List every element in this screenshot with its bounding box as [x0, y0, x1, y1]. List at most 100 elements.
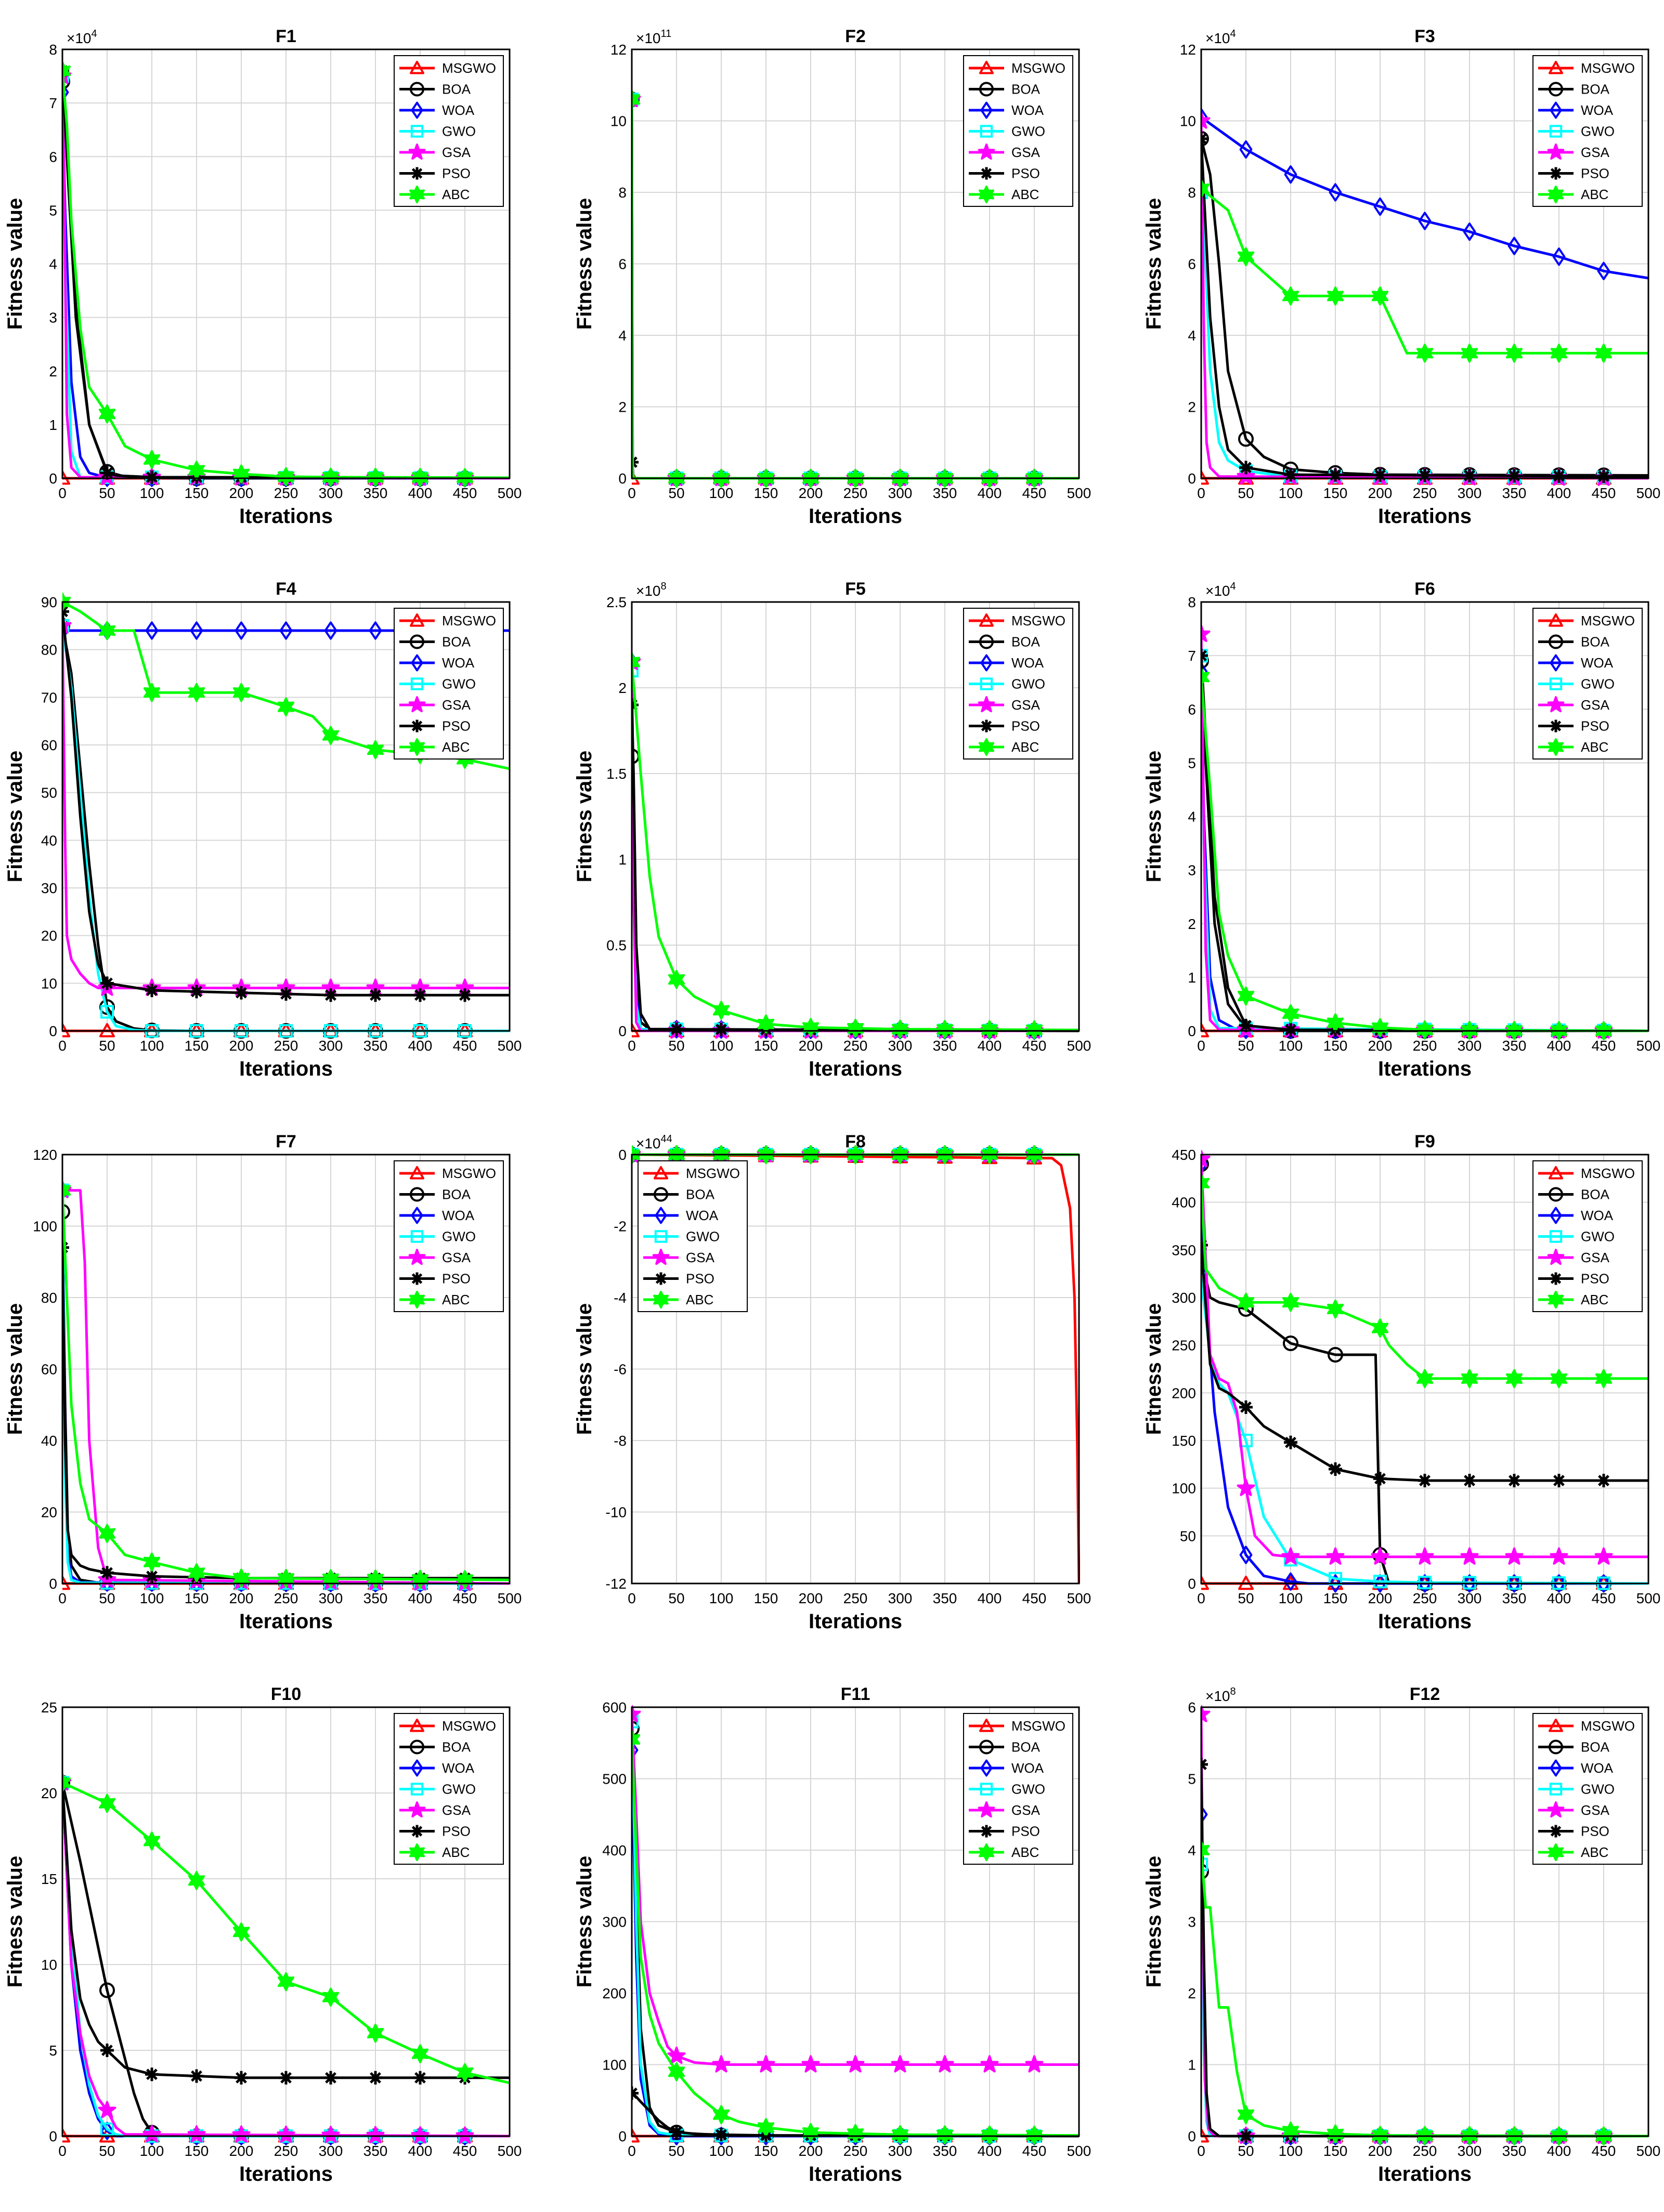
x-tick-label: 450: [453, 1038, 477, 1054]
y-tick-label: 300: [602, 1914, 627, 1930]
data-point-boa: [632, 1721, 640, 1737]
data-point-abc: [632, 90, 641, 109]
data-point-abc: [802, 2123, 820, 2142]
legend: MSGWO BOA WOA GWO GSA PSO ABC: [638, 1160, 748, 1312]
data-point-abc: [62, 1773, 71, 1792]
x-tick-label: 350: [363, 2143, 388, 2159]
data-point-woa: [369, 621, 382, 640]
data-point-abc: [367, 1569, 384, 1589]
x-tick-label: 100: [140, 2143, 164, 2159]
x-tick-label: 150: [1323, 2143, 1348, 2159]
y-tick-label: 0: [49, 1023, 57, 1039]
data-point-abc: [1282, 1004, 1299, 1024]
legend-label-woa: WOA: [1581, 102, 1614, 118]
data-point-woa: [1239, 1546, 1253, 1564]
data-point-pso: [190, 2069, 203, 2083]
y-tick-label: 90: [41, 594, 57, 610]
x-tick-label: 350: [1502, 2143, 1527, 2159]
legend-marker-pso: [655, 1272, 667, 1285]
y-tick-label: 0: [618, 2128, 627, 2144]
x-tick-label: 300: [1458, 2143, 1482, 2159]
y-exponent-label: ×1044: [636, 1133, 672, 1151]
data-point-boa: [1283, 1336, 1298, 1351]
x-tick-label: 50: [99, 2143, 115, 2159]
exponent-base: ×10: [636, 30, 661, 46]
y-tick-label: 12: [610, 42, 627, 58]
chart-title: F5: [845, 579, 866, 599]
legend-label-woa: WOA: [1011, 102, 1044, 118]
data-point-pso: [279, 2071, 293, 2085]
legend-marker-woa: [411, 1759, 423, 1777]
y-tick-label: 8: [1188, 185, 1196, 201]
y-tick-label: 2: [618, 680, 627, 696]
legend-marker-msgwo: [410, 1166, 424, 1180]
legend-label-woa: WOA: [1581, 655, 1614, 671]
legend-label-gwo: GWO: [442, 1229, 476, 1245]
series-line-pso: [632, 2092, 1080, 2138]
data-point-pso: [324, 988, 337, 1002]
legend-marker-gwo: [410, 677, 424, 690]
legend-label-woa: WOA: [1011, 1760, 1044, 1776]
data-point-abc: [1237, 1292, 1255, 1312]
x-tick-label: 500: [1067, 485, 1091, 501]
y-tick-label: 20: [41, 1785, 57, 1801]
chart-title: F3: [1414, 27, 1435, 46]
data-point-pso: [235, 2071, 248, 2085]
x-tick-label: 250: [843, 1590, 868, 1606]
y-tick-label: 4: [49, 256, 57, 272]
y-tick-label: 15: [41, 1871, 57, 1887]
data-point-woa: [1329, 183, 1342, 202]
chart-title: F11: [841, 1684, 870, 1704]
plot-frame: [61, 48, 511, 479]
legend-label-woa: WOA: [442, 102, 475, 118]
data-point-woa: [235, 621, 248, 640]
legend-marker-gwo: [410, 1783, 424, 1796]
data-point-abc: [1416, 344, 1434, 363]
legend-label-msgwo: MSGWO: [442, 613, 496, 629]
x-tick-label: 250: [274, 485, 298, 501]
data-point-abc: [456, 2063, 474, 2083]
chart-panel-f6: F6 0 50 100 150 200 250 300 350 400 450 500 0 1 2 3 4 5 6 7…: [1142, 579, 1660, 1080]
y-tick-label: 3: [1188, 862, 1196, 879]
chart-panel-f12: F12 0 50 100 150 200 250 300 350 400 450 500 0 1 2 3 4 5 6…: [1142, 1684, 1660, 2185]
legend-marker-msgwo: [410, 613, 424, 627]
data-point-abc: [1371, 1018, 1389, 1038]
series-abc: [62, 1181, 510, 1589]
data-point-abc: [712, 2105, 730, 2124]
data-point-woa: [279, 621, 293, 640]
data-point-boa: [62, 1204, 70, 1220]
y-tick-label: 100: [1172, 1481, 1196, 1497]
legend-marker-woa: [980, 101, 993, 119]
legend-label-msgwo: MSGWO: [1581, 1166, 1635, 1181]
data-point-pso: [413, 2071, 427, 2085]
legend-marker-gsa: [1547, 143, 1565, 160]
data-point-gsa: [1281, 1547, 1300, 1565]
x-tick-label: 350: [1502, 1038, 1527, 1054]
x-tick-label: 0: [628, 1038, 636, 1054]
legend-label-woa: WOA: [442, 1760, 475, 1776]
legend-label-gsa: GSA: [1581, 1250, 1610, 1265]
legend-marker-abc: [1548, 1291, 1564, 1308]
x-tick-label: 150: [185, 485, 209, 501]
plot-frame: [631, 601, 1080, 1032]
data-point-pso: [1329, 468, 1342, 482]
data-point-gsa: [980, 2055, 999, 2073]
data-point-abc: [1505, 344, 1523, 363]
y-tick-label: 150: [1172, 1433, 1196, 1449]
y-exponent-label: ×108: [1205, 1686, 1236, 1704]
y-tick-label: 1: [618, 852, 627, 868]
legend-marker-gwo: [654, 1230, 668, 1243]
legend-label-pso: PSO: [442, 1271, 471, 1287]
data-point-abc: [847, 2124, 864, 2143]
legend-marker-abc: [409, 1291, 425, 1308]
data-point-woa: [1597, 1574, 1610, 1593]
y-axis-label: Fitness value: [1142, 198, 1165, 330]
x-tick-label: 200: [1368, 485, 1393, 501]
x-tick-label: 100: [1279, 1038, 1303, 1054]
data-point-boa: [1201, 1156, 1209, 1172]
y-tick-label: 60: [41, 737, 57, 753]
data-point-abc: [936, 1019, 954, 1039]
data-point-abc: [1371, 1318, 1389, 1338]
data-point-gwo: [632, 663, 639, 678]
legend-marker-abc: [979, 738, 994, 756]
